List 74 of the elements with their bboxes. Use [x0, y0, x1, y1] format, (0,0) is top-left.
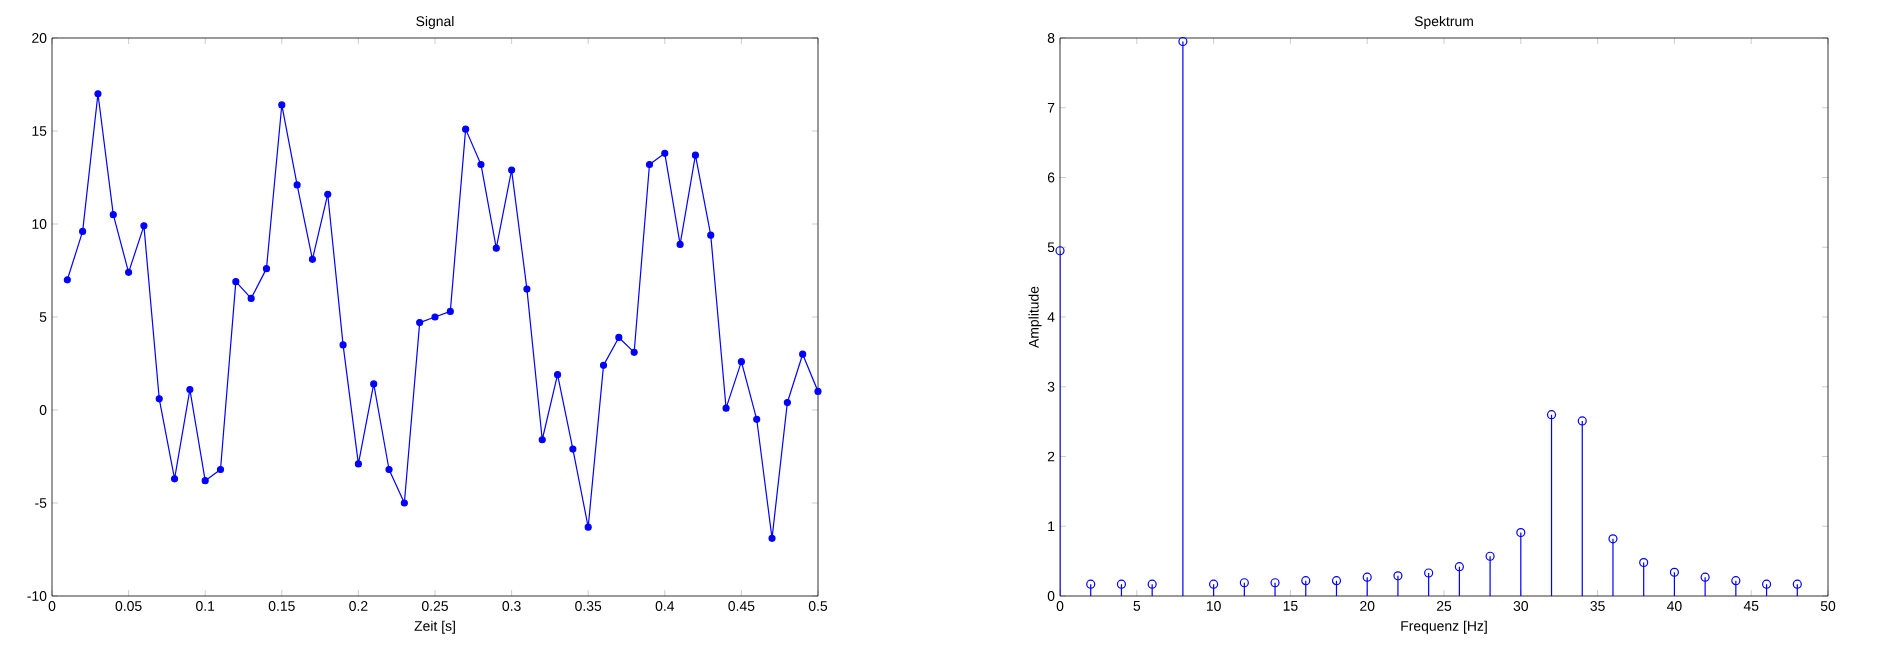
point	[400, 499, 408, 507]
point	[1669, 567, 1679, 577]
point	[753, 415, 761, 423]
point	[1116, 579, 1127, 589]
point	[247, 294, 255, 302]
point	[1485, 551, 1495, 561]
point	[201, 477, 209, 485]
point	[1331, 576, 1342, 586]
point	[1147, 579, 1157, 589]
point	[799, 350, 807, 358]
point	[1239, 578, 1249, 588]
point	[1301, 576, 1311, 586]
point	[1362, 572, 1372, 582]
point	[308, 255, 317, 263]
point	[691, 151, 700, 159]
point	[1516, 527, 1526, 538]
point	[324, 190, 332, 198]
point	[1731, 576, 1741, 586]
point	[1639, 557, 1649, 568]
point	[170, 475, 179, 483]
point	[293, 181, 301, 189]
point	[385, 465, 393, 474]
point	[1270, 578, 1280, 588]
point	[1209, 579, 1219, 589]
point	[737, 358, 745, 366]
point	[446, 307, 454, 316]
point	[462, 125, 470, 133]
point	[109, 211, 117, 219]
point	[339, 341, 347, 349]
point	[783, 398, 791, 407]
point	[676, 240, 684, 249]
point	[722, 404, 730, 412]
point	[125, 268, 133, 276]
point	[262, 265, 271, 273]
point	[492, 244, 500, 252]
point	[1761, 579, 1772, 589]
point	[94, 90, 102, 98]
point	[477, 160, 485, 169]
point	[661, 149, 669, 157]
point	[814, 387, 822, 395]
point	[140, 222, 148, 230]
point	[1608, 534, 1618, 544]
point	[79, 227, 87, 236]
point	[1700, 572, 1710, 582]
point	[232, 278, 240, 286]
point	[645, 160, 654, 169]
point	[370, 380, 378, 388]
point	[569, 445, 577, 453]
point	[538, 436, 546, 444]
point	[216, 465, 225, 474]
point	[707, 231, 715, 239]
point	[431, 313, 439, 321]
point	[278, 101, 286, 109]
point	[186, 385, 194, 394]
point	[1424, 568, 1434, 578]
point	[615, 333, 623, 342]
point	[416, 318, 424, 327]
point	[599, 361, 608, 369]
point	[1178, 36, 1188, 47]
point	[155, 395, 163, 403]
point	[1454, 562, 1464, 572]
point	[523, 285, 531, 293]
point	[584, 523, 592, 531]
point	[553, 371, 562, 379]
point	[1055, 246, 1065, 256]
point	[1393, 571, 1403, 581]
point	[1577, 416, 1587, 426]
point	[768, 534, 776, 542]
point	[1086, 579, 1096, 589]
point	[630, 348, 638, 356]
point	[508, 166, 516, 174]
point	[354, 460, 362, 468]
point	[63, 276, 71, 284]
point	[1546, 410, 1557, 420]
